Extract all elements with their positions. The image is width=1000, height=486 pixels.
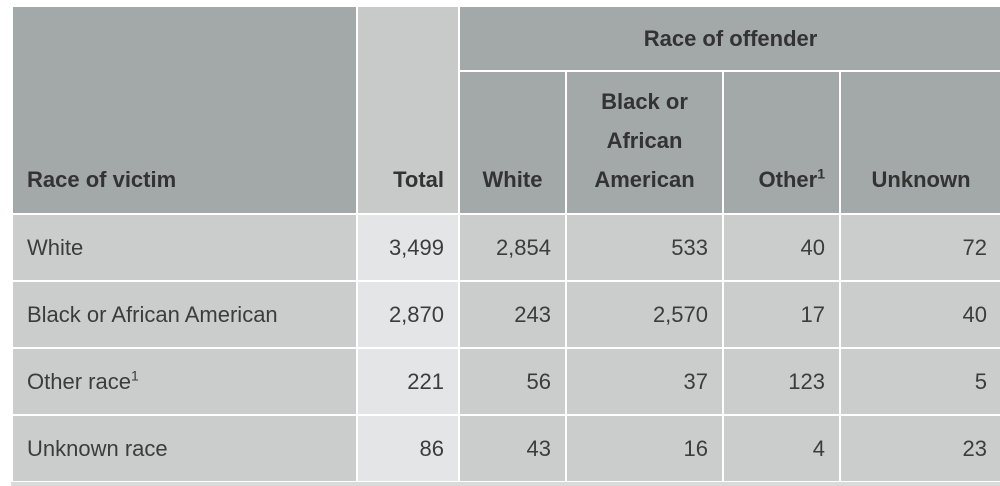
value-cell: 40	[838, 280, 1000, 349]
column-header-black: Black or African American	[565, 70, 724, 215]
value-cell: 56	[458, 347, 567, 416]
total-cell: 2,870	[356, 280, 460, 349]
homicide-race-table: Race of victim Total Race of offender Wh…	[11, 5, 1000, 483]
value-cell: 40	[722, 213, 841, 282]
value-cell: 16	[565, 414, 724, 483]
value-cell: 17	[722, 280, 841, 349]
column-header-other: Other1	[722, 70, 841, 215]
value-cell: 5	[838, 347, 1000, 416]
table-row: Unknown race 86 43 16 4 23	[11, 414, 1000, 483]
bottom-divider	[11, 482, 1000, 486]
value-cell: 72	[838, 213, 1000, 282]
value-cell: 533	[565, 213, 724, 282]
table-row: Black or African American 2,870 243 2,57…	[11, 280, 1000, 349]
footnote-marker: 1	[130, 367, 139, 384]
value-cell: 2,570	[565, 280, 724, 349]
footnote-marker: 1	[817, 165, 825, 182]
total-header: Total	[356, 5, 460, 215]
value-cell: 243	[458, 280, 567, 349]
total-cell: 221	[356, 347, 460, 416]
value-cell: 4	[722, 414, 841, 483]
row-label: Other race1	[11, 347, 358, 416]
total-cell: 3,499	[356, 213, 460, 282]
table-row: Other race1 221 56 37 123 5	[11, 347, 1000, 416]
race-of-offender-header: Race of offender	[457, 5, 1000, 72]
value-cell: 2,854	[458, 213, 567, 282]
row-label: Black or African American	[11, 280, 358, 349]
race-of-victim-header: Race of victim	[11, 5, 358, 215]
value-cell: 123	[722, 347, 841, 416]
row-label: Unknown race	[11, 414, 358, 483]
value-cell: 23	[838, 414, 1000, 483]
column-header-white: White	[458, 70, 567, 215]
row-label: White	[11, 213, 358, 282]
value-cell: 37	[565, 347, 724, 416]
column-header-unknown: Unknown	[838, 70, 1000, 215]
value-cell: 43	[458, 414, 567, 483]
total-cell: 86	[356, 414, 460, 483]
table-row: White 3,499 2,854 533 40 72	[11, 213, 1000, 282]
